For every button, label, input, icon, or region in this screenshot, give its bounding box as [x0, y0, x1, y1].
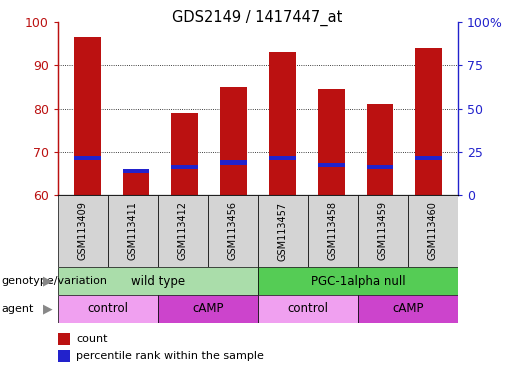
Bar	[58, 350, 70, 362]
Bar	[208, 195, 258, 267]
Text: GSM113409: GSM113409	[78, 202, 88, 260]
Text: cAMP: cAMP	[192, 303, 224, 316]
Text: control: control	[88, 303, 129, 316]
Bar	[358, 295, 458, 323]
Bar	[408, 195, 458, 267]
Text: percentile rank within the sample: percentile rank within the sample	[76, 351, 264, 361]
Bar	[415, 156, 442, 161]
Text: GSM113460: GSM113460	[428, 202, 438, 260]
Bar	[308, 195, 358, 267]
Bar	[258, 267, 458, 295]
Bar	[123, 169, 149, 173]
Bar	[269, 156, 296, 161]
Text: control: control	[287, 303, 329, 316]
Text: genotype/variation: genotype/variation	[1, 276, 107, 286]
Bar	[158, 295, 258, 323]
Bar	[58, 295, 158, 323]
Bar	[123, 173, 149, 195]
Bar	[258, 195, 308, 267]
Bar	[367, 165, 393, 169]
Text: GSM113411: GSM113411	[128, 202, 138, 260]
Bar	[171, 165, 198, 169]
Bar	[58, 333, 70, 345]
Text: GSM113457: GSM113457	[278, 202, 288, 261]
Bar	[74, 37, 101, 195]
Text: GSM113459: GSM113459	[378, 202, 388, 260]
Bar	[158, 195, 208, 267]
Text: count: count	[76, 334, 108, 344]
Text: GDS2149 / 1417447_at: GDS2149 / 1417447_at	[173, 10, 342, 26]
Bar	[58, 267, 258, 295]
Bar	[58, 195, 108, 267]
Bar	[171, 113, 198, 195]
Bar	[108, 195, 158, 267]
Bar	[318, 162, 345, 167]
Text: agent: agent	[1, 304, 33, 314]
Bar	[74, 156, 101, 161]
Text: cAMP: cAMP	[392, 303, 424, 316]
Bar	[269, 52, 296, 195]
Text: GSM113456: GSM113456	[228, 202, 238, 260]
Text: wild type: wild type	[131, 275, 185, 288]
Text: GSM113412: GSM113412	[178, 202, 188, 260]
Bar	[258, 295, 358, 323]
Text: ▶: ▶	[43, 303, 53, 316]
Bar	[220, 161, 247, 165]
Text: GSM113458: GSM113458	[328, 202, 338, 260]
Bar	[318, 89, 345, 195]
Bar	[358, 195, 408, 267]
Bar	[220, 87, 247, 195]
Text: PGC-1alpha null: PGC-1alpha null	[311, 275, 405, 288]
Text: ▶: ▶	[43, 275, 53, 288]
Bar	[367, 104, 393, 195]
Bar	[415, 48, 442, 195]
